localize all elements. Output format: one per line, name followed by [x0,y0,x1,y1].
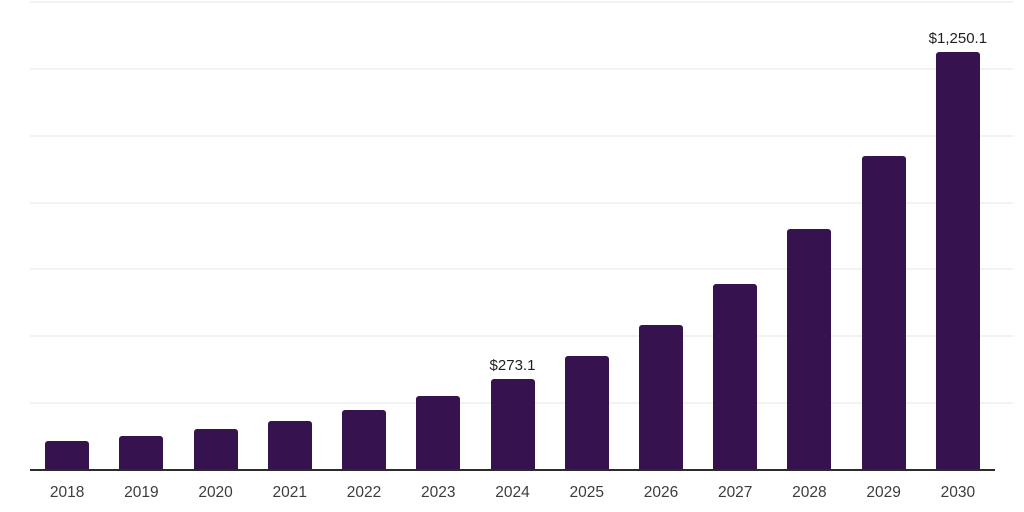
x-tick-2025: 2025 [569,484,604,501]
x-tick-2018: 2018 [49,484,85,501]
x-tick-2028: 2028 [792,484,827,501]
bar-2025 [564,356,609,470]
x-tick-2030: 2030 [940,484,976,501]
bar-2020 [193,428,238,470]
x-tick-2020: 2020 [198,484,233,501]
bar-2029 [861,155,906,470]
x-tick-2029: 2029 [866,484,901,501]
x-tick-2023: 2023 [421,484,456,501]
bar-2030 [935,52,980,470]
gridline-1200 [30,67,1013,70]
gridline-1000 [30,134,1013,137]
bar-2018 [45,440,90,470]
value-label-2030: $1,250.1 [928,30,988,48]
x-tick-2027: 2027 [717,484,753,501]
bar-2024 [490,378,535,470]
x-tick-2022: 2022 [346,484,382,501]
bar-2023 [416,396,461,470]
bar-2021 [267,420,312,470]
x-tick-2026: 2026 [643,484,679,501]
value-label-2024: $273.1 [489,356,536,374]
bar-2027 [713,284,758,470]
x-tick-2019: 2019 [124,484,159,501]
gridline-1400 [30,1,1013,3]
bar-2022 [342,409,387,470]
x-tick-2021: 2021 [272,484,308,501]
x-tick-2024: 2024 [495,484,530,501]
x-axis-line [30,469,995,471]
bar-2019 [119,435,164,470]
bar-2026 [638,324,683,470]
bar-2028 [787,229,832,470]
